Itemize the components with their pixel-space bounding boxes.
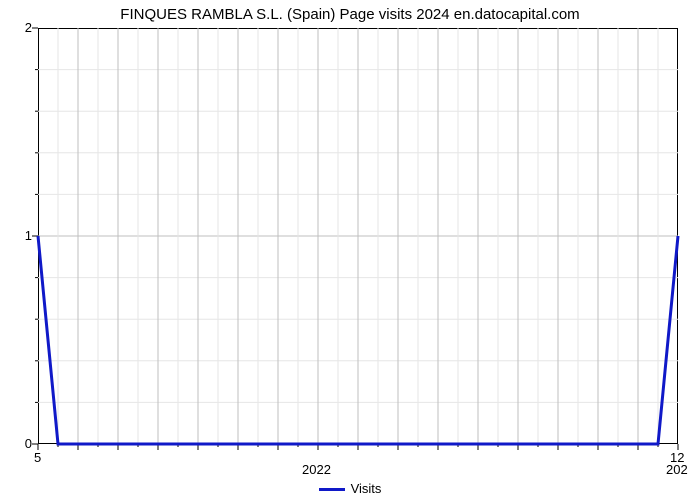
grid — [38, 28, 678, 444]
y-tick-label: 2 — [0, 20, 32, 35]
y-tick-label: 1 — [0, 228, 32, 243]
legend-label: Visits — [351, 481, 382, 496]
y-tick-label: 0 — [0, 436, 32, 451]
plot-area — [38, 28, 678, 444]
x-axis-right-secondary-label: 202 — [666, 462, 688, 477]
legend-swatch — [319, 488, 345, 491]
x-axis-center-label: 2022 — [302, 462, 331, 477]
legend: Visits — [0, 481, 700, 496]
chart-title: FINQUES RAMBLA S.L. (Spain) Page visits … — [0, 6, 700, 23]
x-ticks — [32, 28, 678, 450]
x-axis-left-label: 5 — [34, 450, 41, 465]
chart-container: FINQUES RAMBLA S.L. (Spain) Page visits … — [0, 0, 700, 500]
